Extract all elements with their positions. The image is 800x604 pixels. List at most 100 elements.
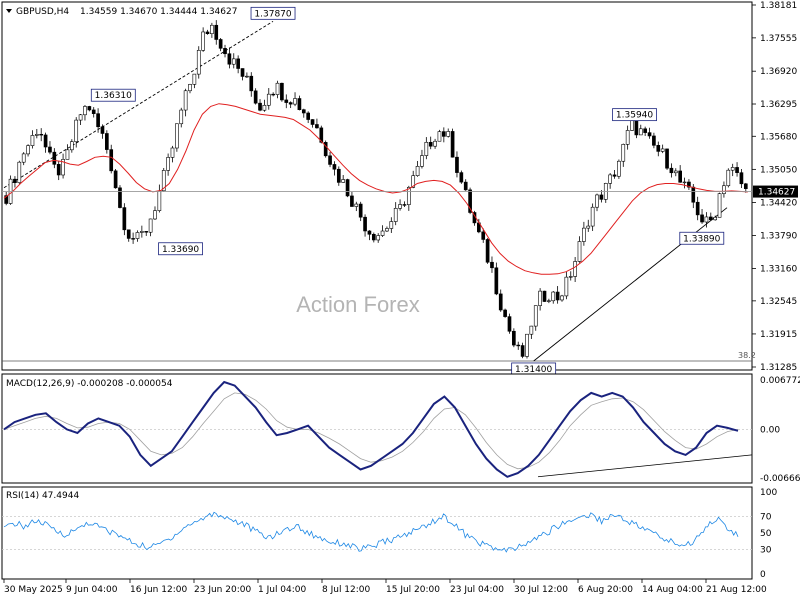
rsi-title: RSI(14) 47.4944 bbox=[6, 491, 79, 501]
candle-body bbox=[345, 179, 350, 197]
time-tick-label: 23 Jul 04:00 bbox=[450, 585, 504, 595]
candle-body bbox=[258, 102, 262, 111]
candle-body bbox=[568, 276, 573, 278]
candle-body bbox=[341, 179, 346, 183]
candle-body bbox=[595, 194, 599, 208]
candle-body bbox=[726, 169, 731, 187]
price-tick-label: 1.34420 bbox=[760, 198, 797, 208]
symbol-label: GBPUSD,H4 bbox=[16, 7, 69, 17]
candle-body bbox=[695, 201, 700, 216]
candle-body bbox=[433, 140, 437, 147]
rsi-gridlines bbox=[2, 516, 752, 550]
candle-body bbox=[507, 316, 512, 332]
candle-body bbox=[463, 181, 468, 191]
candle-body bbox=[533, 305, 538, 327]
candle-body bbox=[43, 134, 48, 148]
candle-body bbox=[131, 238, 135, 240]
rsi-panel: 100 70 50 30 0 RSI(14) 47.4944 bbox=[1, 486, 777, 580]
trendline bbox=[3, 20, 274, 189]
dropdown-triangle-icon[interactable] bbox=[6, 9, 12, 13]
candle-body bbox=[188, 84, 192, 92]
candle-body bbox=[280, 82, 284, 101]
candle-body bbox=[30, 135, 35, 146]
candle-body bbox=[652, 135, 656, 146]
candle-body bbox=[481, 231, 486, 240]
candle-body bbox=[542, 290, 547, 302]
candle-body bbox=[140, 231, 144, 233]
candle-body bbox=[564, 276, 569, 297]
price-tick-label: 1.31285 bbox=[760, 363, 797, 373]
price-tick-label: 1.35050 bbox=[760, 165, 797, 175]
candle-body bbox=[371, 233, 376, 241]
candle-body bbox=[717, 193, 722, 218]
price-tick-label: 1.36920 bbox=[760, 67, 797, 77]
price-annotations: 1.36310 1.33690 1.37870 1.31400 1.35940 1.338… bbox=[90, 6, 725, 376]
price-header: GBPUSD,H4 1.34559 1.34670 1.34444 1.3462… bbox=[6, 7, 237, 17]
time-tick-label: 1 Jul 04:00 bbox=[258, 585, 307, 595]
candle-body bbox=[166, 157, 170, 171]
candle-body bbox=[249, 75, 254, 92]
candle-body bbox=[722, 185, 726, 194]
candle-body bbox=[297, 98, 302, 111]
candle-body bbox=[336, 168, 341, 183]
price-annotation-box bbox=[90, 88, 136, 102]
candle-body bbox=[529, 325, 534, 335]
candle-body bbox=[34, 133, 39, 136]
candle-body bbox=[647, 132, 652, 137]
candles bbox=[4, 20, 748, 359]
candle-body bbox=[170, 147, 175, 158]
candle-body bbox=[735, 167, 739, 173]
candle-body bbox=[411, 175, 416, 188]
candle-body bbox=[669, 167, 674, 174]
candle-body bbox=[183, 90, 188, 111]
price-tick-label: 1.38181 bbox=[760, 1, 797, 11]
candle-body bbox=[56, 164, 61, 176]
candle-body bbox=[100, 126, 105, 134]
candle-body bbox=[708, 216, 713, 221]
candle-body bbox=[551, 291, 556, 302]
candle-body bbox=[625, 130, 630, 145]
macd-frame bbox=[1, 373, 753, 484]
candle-body bbox=[306, 112, 310, 120]
rsi-tick-label: 70 bbox=[760, 513, 772, 523]
candle-body bbox=[590, 206, 595, 227]
ohlc-values: 1.34559 1.34670 1.34444 1.34627 bbox=[80, 7, 237, 17]
candle-body bbox=[503, 309, 507, 317]
candle-body bbox=[161, 170, 166, 192]
price-tick-label: 1.33790 bbox=[760, 232, 797, 242]
candle-body bbox=[713, 217, 718, 221]
time-tick-label: 23 Jun 20:00 bbox=[194, 585, 251, 595]
time-tick-label: 30 May 2025 bbox=[4, 585, 63, 595]
candle-body bbox=[630, 119, 634, 131]
current-price-label: 1.34627 bbox=[758, 188, 795, 198]
candle-body bbox=[205, 31, 210, 34]
candle-body bbox=[665, 148, 669, 169]
price-annotation-label: 1.36310 bbox=[95, 91, 132, 101]
candle-body bbox=[153, 210, 157, 220]
price-axis: 1.38181 1.37555 1.36920 1.36295 1.35680 1.350… bbox=[752, 1, 798, 373]
candle-body bbox=[420, 155, 424, 167]
candle-body bbox=[332, 164, 337, 170]
candle-body bbox=[406, 187, 411, 205]
candle-body bbox=[660, 148, 665, 152]
fib-level: 38.2 bbox=[2, 351, 756, 362]
candle-body bbox=[700, 214, 704, 223]
candle-body bbox=[424, 141, 429, 156]
candle-body bbox=[148, 218, 153, 233]
candle-body bbox=[582, 227, 586, 242]
candle-body bbox=[376, 235, 381, 241]
candle-body bbox=[231, 58, 236, 65]
candle-body bbox=[385, 228, 389, 232]
candle-body bbox=[494, 267, 499, 295]
candle-body bbox=[704, 216, 709, 223]
candle-body bbox=[4, 195, 9, 204]
candle-body bbox=[109, 149, 114, 172]
price-annotation-label: 1.33690 bbox=[162, 245, 199, 255]
price-tick-label: 1.32545 bbox=[760, 297, 797, 307]
time-tick-label: 9 Jun 04:00 bbox=[66, 585, 118, 595]
candle-body bbox=[315, 124, 319, 129]
macd-trendline bbox=[537, 454, 753, 478]
macd-signal-line bbox=[3, 392, 739, 470]
candle-body bbox=[547, 300, 551, 302]
